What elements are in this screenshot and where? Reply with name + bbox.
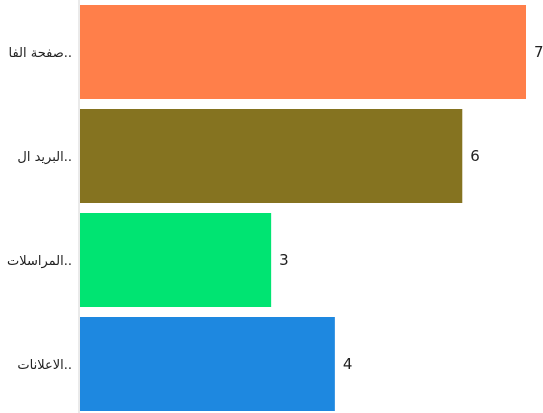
bar-2[interactable]: [80, 109, 463, 203]
bars-group: [80, 5, 526, 411]
data-label-1: 7: [534, 43, 543, 61]
category-label-2: البريد ال..: [17, 150, 72, 165]
data-label-4: 4: [343, 355, 353, 373]
category-label-3: المراسلات..: [7, 254, 72, 269]
category-label-4: الاعلانات..: [17, 358, 72, 373]
data-label-3: 3: [279, 251, 289, 269]
category-label-1: صفحة الفا..: [9, 46, 72, 61]
bar-1[interactable]: [80, 5, 526, 99]
data-label-2: 6: [470, 147, 480, 165]
bar-3[interactable]: [80, 213, 272, 307]
labels-group: 7 صفحة الفا.. 6 البريد ال.. 3 المراسلات.. 4 الا…: [7, 43, 543, 373]
bar-4[interactable]: [80, 317, 335, 411]
